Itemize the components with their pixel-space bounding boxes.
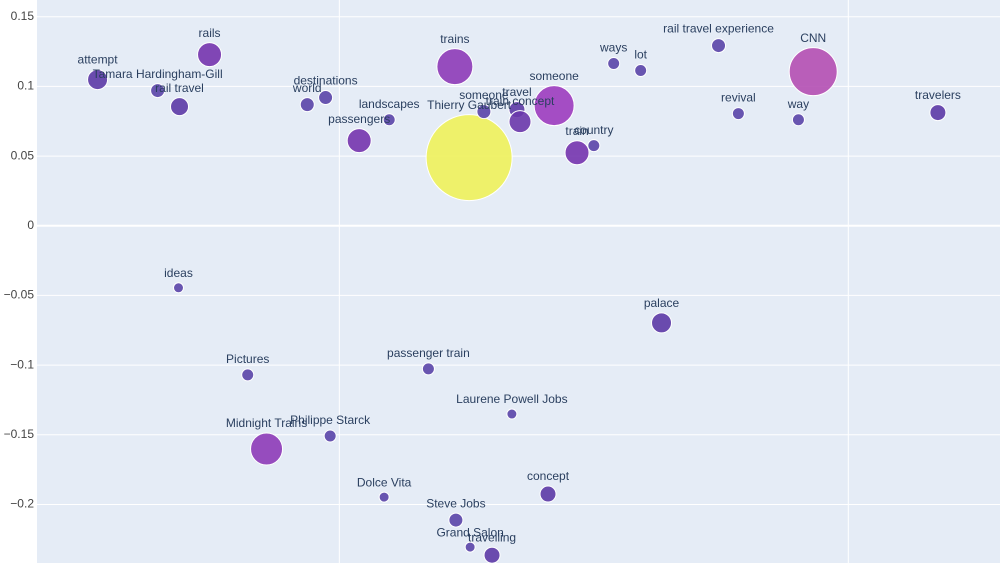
point-label: passengers [328, 112, 390, 126]
bubble [250, 432, 284, 466]
bubble [788, 47, 838, 97]
bubble [731, 107, 745, 121]
bubble [421, 362, 435, 376]
point-label: someone [459, 88, 509, 102]
point-label: lot [634, 48, 647, 62]
y-tick-label: 0.05 [11, 148, 35, 162]
bubble [476, 104, 492, 120]
plot-area [37, 0, 1000, 563]
point-label: destinations [294, 74, 358, 88]
point-label: attempt [78, 53, 119, 67]
point-label: Philippe Starck [290, 413, 371, 427]
y-tick-label: −0.2 [10, 497, 34, 511]
bubble [533, 85, 575, 127]
bubble [508, 110, 532, 134]
bubble [150, 83, 166, 99]
bubble [464, 541, 476, 553]
point-label: ways [599, 41, 627, 55]
point-label: Laurene Powell Jobs [456, 392, 567, 406]
bubble [506, 408, 518, 420]
bubble [711, 38, 727, 54]
point-label: Pictures [226, 352, 269, 366]
grid [37, 0, 1000, 563]
point-label: travelling [468, 530, 516, 544]
point-label: way [787, 97, 809, 111]
bubble [929, 104, 947, 122]
bubble [634, 64, 648, 78]
point-label: Tamara Hardingham-Gill [93, 67, 223, 81]
bubble [539, 485, 557, 503]
point-label: ideas [164, 266, 193, 280]
y-tick-label: 0.15 [11, 9, 35, 23]
point-label: Midnight Trains [226, 416, 307, 430]
point-label: CNN [800, 31, 826, 45]
bubble [323, 429, 337, 443]
bubble [197, 42, 223, 68]
y-tick-label: −0.1 [10, 357, 34, 371]
point-label: train concept [486, 94, 555, 108]
bubble [299, 97, 315, 113]
y-tick-label: 0.1 [17, 79, 34, 93]
point-label: rails [199, 26, 221, 40]
point-label: revival [721, 91, 756, 105]
bubble [607, 57, 621, 71]
point-label: trains [440, 32, 469, 46]
bubble [651, 312, 673, 334]
point-label: rail travel experience [663, 22, 774, 36]
y-tick-label: 0 [27, 218, 34, 232]
bubble [382, 113, 396, 127]
point-label: country [574, 123, 613, 137]
bubble [170, 97, 190, 117]
point-label: world [292, 81, 322, 95]
point-label: passenger train [387, 346, 470, 360]
y-tick-label: −0.15 [4, 427, 35, 441]
point-label: rail travel [155, 81, 204, 95]
bubble [483, 546, 501, 563]
point-label: Dolce Vita [357, 475, 412, 489]
point-label: train [565, 124, 588, 138]
bubble [241, 368, 255, 382]
bubble [346, 128, 372, 154]
point-label: Steve Jobs [426, 496, 485, 510]
point-label: Thierry Gaubert [427, 98, 512, 112]
point-label: someone [529, 69, 579, 83]
point-label: Grand Salon [436, 525, 503, 539]
bubble [564, 140, 590, 166]
point-label: landscapes [359, 97, 420, 111]
point-label: travelers [915, 88, 961, 102]
markers [87, 38, 947, 563]
point-label: travel [502, 85, 531, 99]
point-label: concept [527, 469, 570, 483]
point-label: palace [644, 296, 680, 310]
bubble [172, 282, 184, 294]
bubble [378, 491, 390, 503]
bubble [587, 139, 601, 153]
bubble [318, 90, 334, 106]
y-tick-label: −0.05 [4, 288, 35, 302]
bubble [791, 113, 805, 127]
bubble [425, 114, 513, 202]
bubble [436, 48, 474, 86]
bubble [87, 69, 109, 91]
bubble [448, 512, 464, 528]
